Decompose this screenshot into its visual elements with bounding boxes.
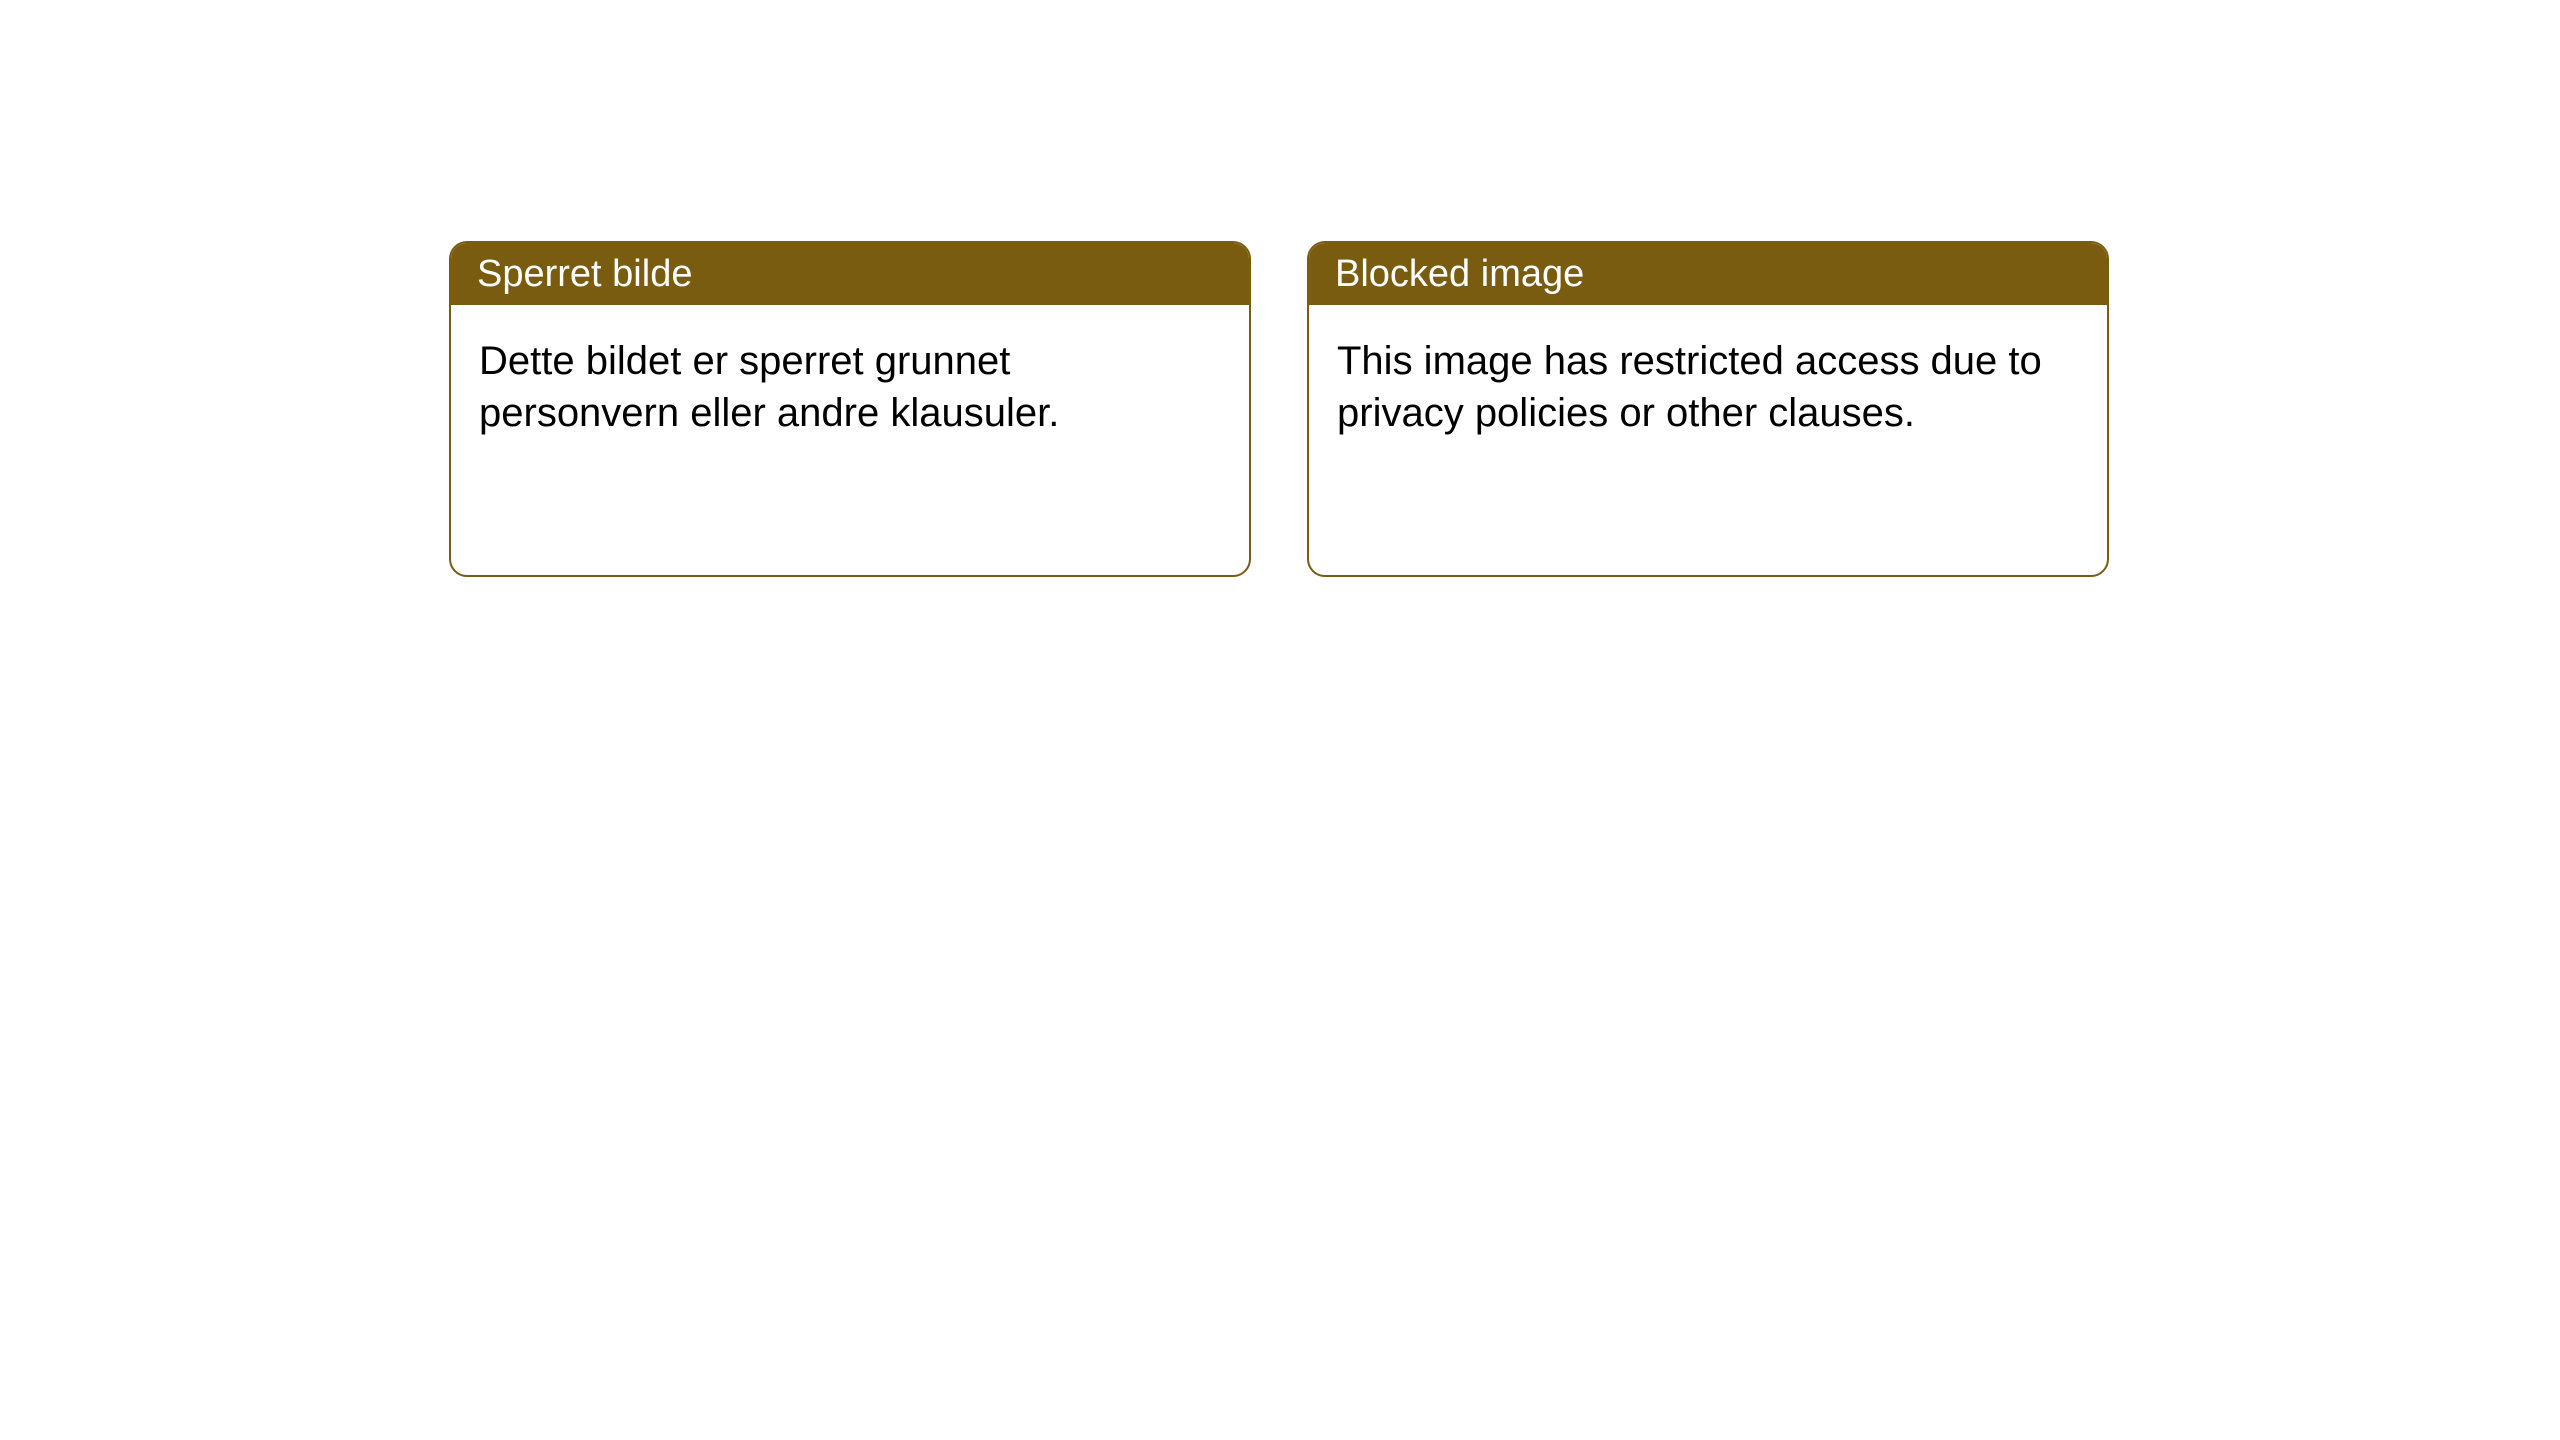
notice-text-english: This image has restricted access due to … — [1337, 339, 2042, 435]
notice-card-norwegian: Sperret bilde Dette bildet er sperret gr… — [449, 241, 1251, 577]
notice-card-english: Blocked image This image has restricted … — [1307, 241, 2109, 577]
notice-text-norwegian: Dette bildet er sperret grunnet personve… — [479, 339, 1059, 435]
notice-header-norwegian: Sperret bilde — [451, 243, 1249, 305]
notice-header-english: Blocked image — [1309, 243, 2107, 305]
notice-container: Sperret bilde Dette bildet er sperret gr… — [0, 0, 2560, 577]
notice-title-norwegian: Sperret bilde — [477, 253, 692, 296]
notice-body-english: This image has restricted access due to … — [1309, 305, 2107, 469]
notice-title-english: Blocked image — [1335, 253, 1584, 296]
notice-body-norwegian: Dette bildet er sperret grunnet personve… — [451, 305, 1249, 469]
